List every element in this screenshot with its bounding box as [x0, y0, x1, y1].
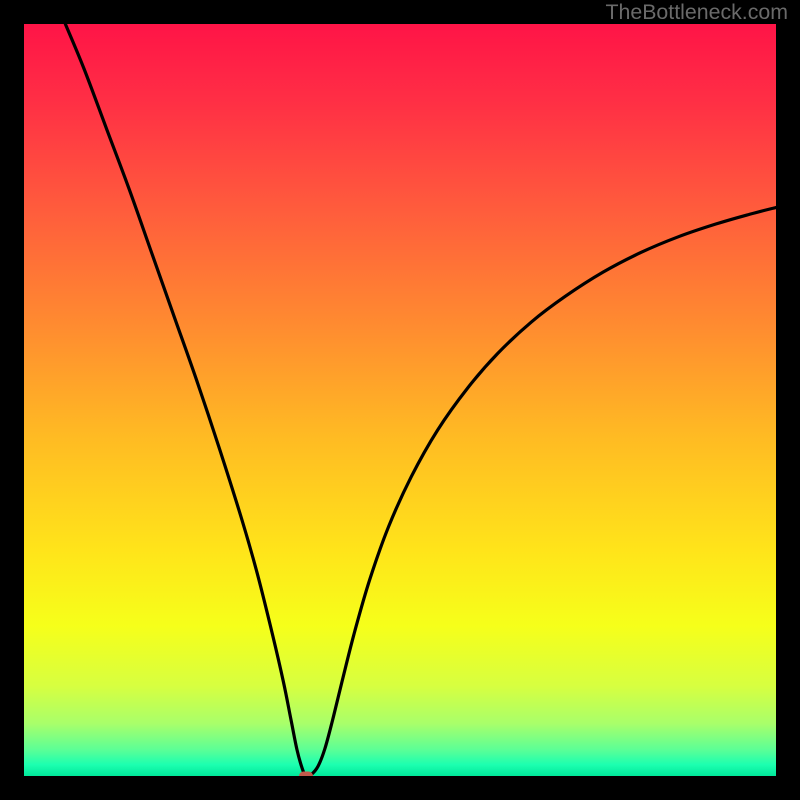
- chart-stage: TheBottleneck.com: [0, 0, 800, 800]
- plot-area: [24, 24, 776, 776]
- chart-svg: [24, 24, 776, 776]
- gradient-background: [24, 24, 776, 776]
- watermark-text: TheBottleneck.com: [605, 0, 788, 25]
